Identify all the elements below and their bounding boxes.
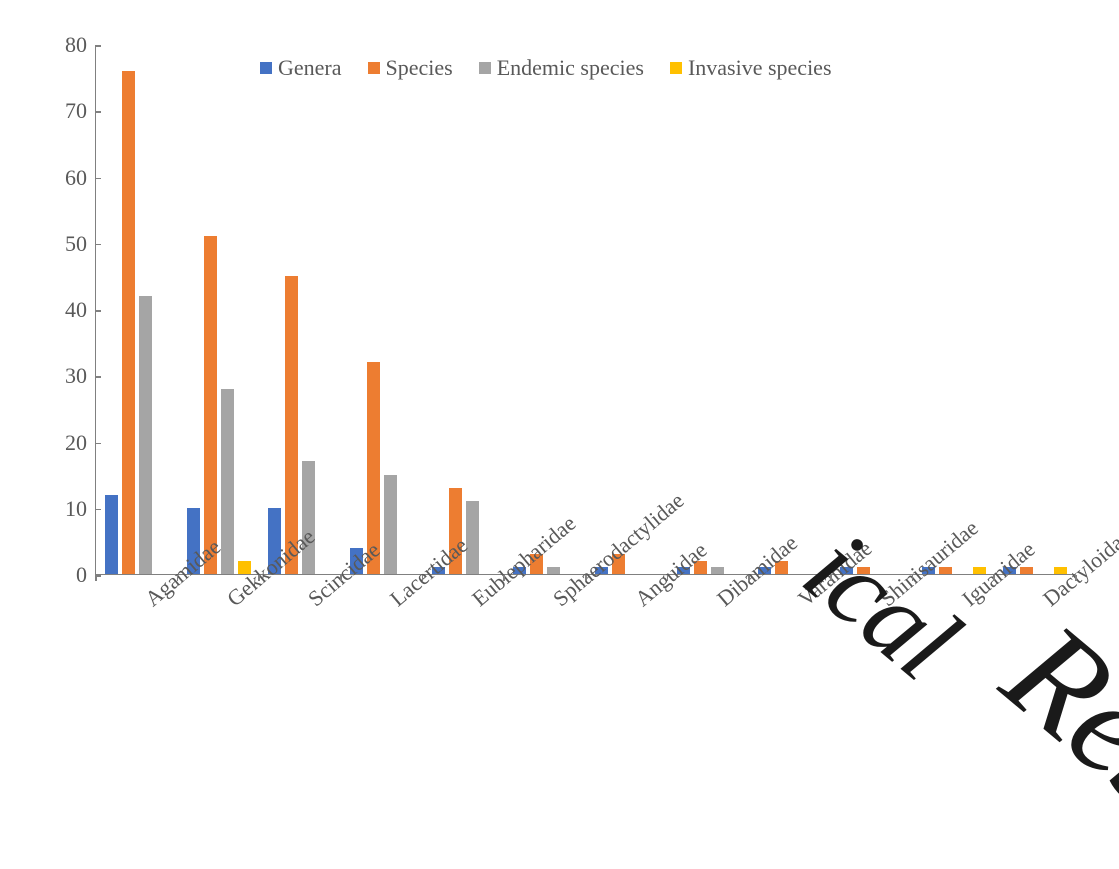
y-tick-label: 30 [42, 363, 87, 389]
x-tick-mark [177, 575, 179, 581]
legend-item: Genera [260, 55, 342, 81]
y-tick-label: 70 [42, 98, 87, 124]
legend-label: Species [386, 55, 453, 81]
x-axis-labels: AgamidaeGekkonidaeScincidaeLacertidaeEub… [95, 580, 1075, 710]
x-tick-mark [830, 575, 832, 581]
x-tick-mark [1075, 575, 1077, 581]
x-tick-mark [585, 575, 587, 581]
category-group [350, 362, 414, 574]
legend-item: Species [368, 55, 453, 81]
x-tick-mark [503, 575, 505, 581]
bar [122, 71, 135, 575]
bars-group [96, 45, 1075, 574]
x-tick-mark [667, 575, 669, 581]
legend-label: Invasive species [688, 55, 832, 81]
y-tick-label: 60 [42, 165, 87, 191]
bar [547, 567, 560, 574]
y-tick-label: 80 [42, 32, 87, 58]
bar [139, 296, 152, 574]
legend-swatch [260, 62, 272, 74]
legend-label: Genera [278, 55, 342, 81]
y-tick-label: 50 [42, 231, 87, 257]
y-axis: 01020304050607080 [40, 45, 95, 575]
legend-label: Endemic species [497, 55, 644, 81]
x-tick-mark [993, 575, 995, 581]
bar [711, 567, 724, 574]
bar [204, 236, 217, 574]
legend-swatch [479, 62, 491, 74]
y-tick-label: 40 [42, 297, 87, 323]
x-tick-mark [340, 575, 342, 581]
bar [221, 389, 234, 575]
bar [105, 495, 118, 575]
y-tick-label: 20 [42, 430, 87, 456]
category-group [187, 236, 251, 574]
x-tick-mark [912, 575, 914, 581]
legend-swatch [670, 62, 682, 74]
x-tick-mark [748, 575, 750, 581]
x-tick-mark [95, 575, 97, 581]
bar [302, 461, 315, 574]
legend-item: Endemic species [479, 55, 644, 81]
chart-container: Genera Species Endemic species Invasive spe… [40, 20, 1100, 700]
legend: Genera Species Endemic species Invasive spe… [260, 55, 832, 81]
category-group [105, 71, 169, 575]
plot-area [95, 45, 1075, 575]
y-tick-label: 0 [42, 562, 87, 588]
bar [466, 501, 479, 574]
bar [384, 475, 397, 574]
y-tick-label: 10 [42, 496, 87, 522]
legend-item: Invasive species [670, 55, 832, 81]
x-tick-mark [422, 575, 424, 581]
legend-swatch [368, 62, 380, 74]
x-tick-mark [258, 575, 260, 581]
